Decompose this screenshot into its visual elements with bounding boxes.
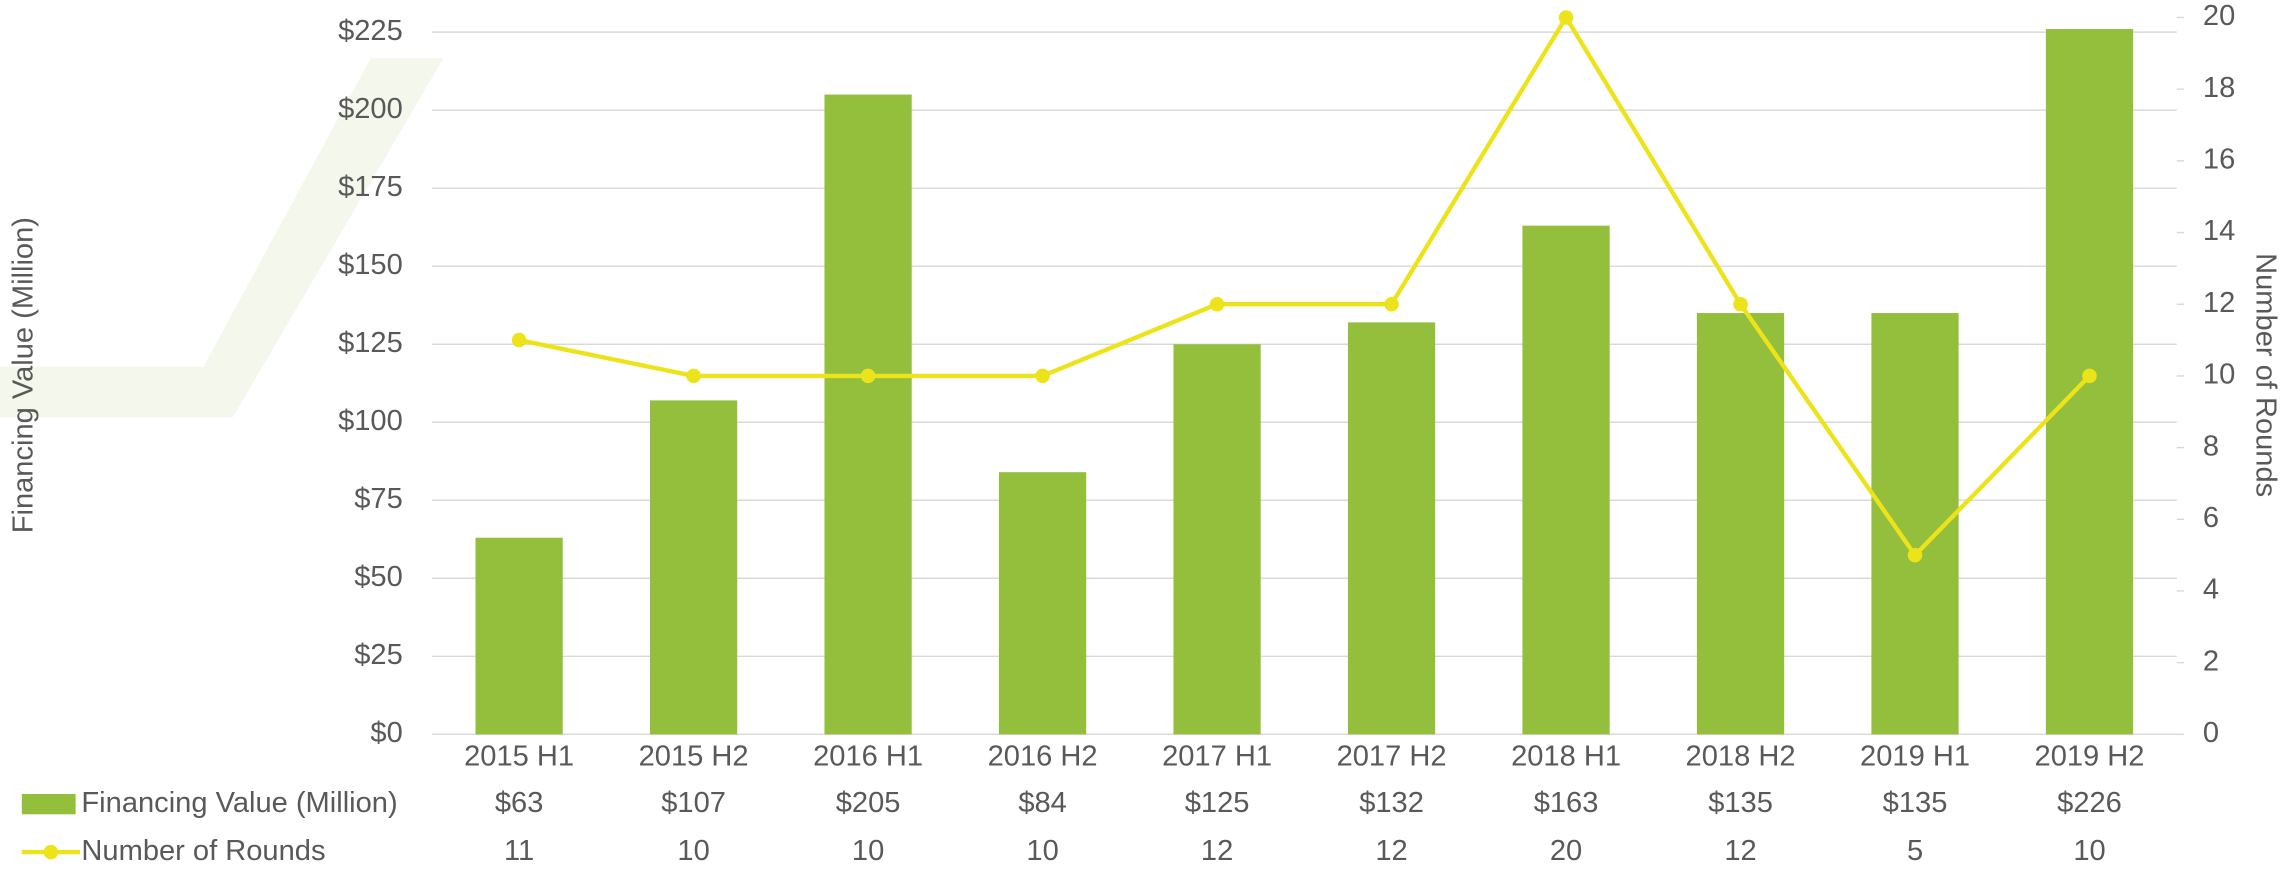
y-tick-label: $0 [370,717,402,749]
bar [1173,344,1261,735]
y2-tick-label: 10 [2203,359,2235,391]
y-tick-label: $125 [338,327,403,359]
y-tick-label: $200 [338,93,403,125]
table-value: $205 [836,787,901,819]
bar [1347,322,1436,735]
x-tick-label: 2019 H1 [1860,740,1970,772]
line-point [1209,296,1225,312]
line-point [860,368,876,384]
table-value: 11 [504,835,534,867]
y-axis-label: Financing Value (Million) [7,217,39,533]
y-tick-label: $25 [354,639,403,671]
y2-tick-label: 12 [2203,287,2235,319]
x-tick-label: 2015 H1 [464,740,574,772]
y2-axis-label: Number of Rounds [2249,253,2280,497]
bar [475,537,563,735]
bar [649,400,738,735]
bar [1522,225,1610,735]
table-value: $107 [661,787,726,819]
y-tick-label: $225 [338,15,403,47]
line-point [1035,368,1050,384]
bar [1696,313,1785,735]
table-value: $135 [1883,787,1948,819]
table-value: 10 [677,835,709,867]
x-tick-label: 2015 H2 [639,740,749,772]
table-value: $163 [1534,787,1599,819]
table-value: $125 [1185,787,1250,819]
y-tick-label: $150 [338,249,403,281]
y2-tick-label: 20 [2203,0,2235,32]
table-value: 10 [2073,835,2105,867]
x-tick-label: 2017 H1 [1162,740,1272,772]
y2-tick-label: 0 [2203,717,2219,749]
y2-tick-label: 18 [2203,72,2235,104]
y-tick-label: $50 [354,561,403,593]
line-point [1558,10,1574,25]
decoration [0,58,444,418]
y2-tick-label: 8 [2203,430,2219,462]
y2-tick-label: 14 [2203,215,2235,247]
x-tick-label: 2018 H1 [1511,740,1621,772]
legend-label: Number of Rounds [81,835,325,867]
table-value: 20 [1550,835,1582,867]
x-tick-label: 2016 H2 [988,740,1098,772]
y2-tick-label: 16 [2203,144,2235,176]
line-point [686,368,701,384]
bar [998,472,1087,735]
legend-swatch [43,844,59,860]
table-value: $226 [2057,787,2122,819]
y2-tick-label: 6 [2203,502,2219,534]
legend-swatch [21,793,76,815]
line-point [2082,368,2097,384]
legend-label: Financing Value (Million) [81,787,397,819]
line-point [511,332,527,348]
table-value: $135 [1708,787,1773,819]
x-tick-label: 2016 H1 [813,740,923,772]
line-point [1384,296,1399,312]
line-point [1733,296,1748,312]
y-tick-label: $75 [354,483,403,515]
y2-tick-label: 2 [2203,645,2219,677]
bar [824,94,912,735]
table-value: 12 [1201,835,1233,867]
x-tick-label: 2018 H2 [1686,740,1796,772]
table-value: 5 [1907,835,1923,867]
table-value: $132 [1359,787,1424,819]
x-tick-label: 2019 H2 [2035,740,2145,772]
table-value: 12 [1724,835,1756,867]
y2-tick-label: 4 [2203,574,2219,606]
line [518,13,2092,559]
table-value: $63 [495,787,544,819]
y-tick-label: $100 [338,405,403,437]
line-point [1907,547,1923,563]
table-value: $84 [1018,787,1067,819]
table-value: 10 [1026,835,1058,867]
table-value: 12 [1375,835,1407,867]
table-value: 10 [852,835,884,867]
y-tick-label: $175 [338,171,403,203]
x-tick-label: 2017 H2 [1337,740,1447,772]
